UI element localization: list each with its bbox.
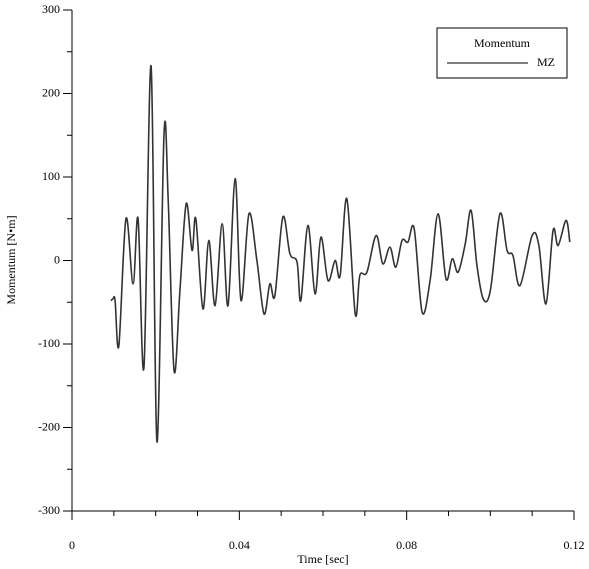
y-tick-label: 0 bbox=[54, 252, 60, 266]
y-tick-label: -100 bbox=[38, 336, 60, 350]
legend-label: MZ bbox=[537, 55, 555, 69]
x-tick-label: 0.04 bbox=[229, 538, 250, 552]
legend-box bbox=[436, 27, 568, 79]
data-line bbox=[110, 65, 571, 443]
legend-title: Momentum bbox=[474, 36, 531, 50]
x-tick-label: 0.12 bbox=[564, 538, 585, 552]
y-tick-label: 300 bbox=[42, 2, 60, 16]
x-tick-label: 0 bbox=[69, 538, 75, 552]
y-axis-label: Momentum [N•m] bbox=[4, 215, 18, 304]
x-axis-label: Time [sec] bbox=[297, 552, 348, 566]
x-tick-label: 0.08 bbox=[396, 538, 417, 552]
y-tick-label: 200 bbox=[42, 85, 60, 99]
y-tick-label: -200 bbox=[38, 419, 60, 433]
y-tick-label: 100 bbox=[42, 169, 60, 183]
y-tick-label: -300 bbox=[38, 503, 60, 517]
